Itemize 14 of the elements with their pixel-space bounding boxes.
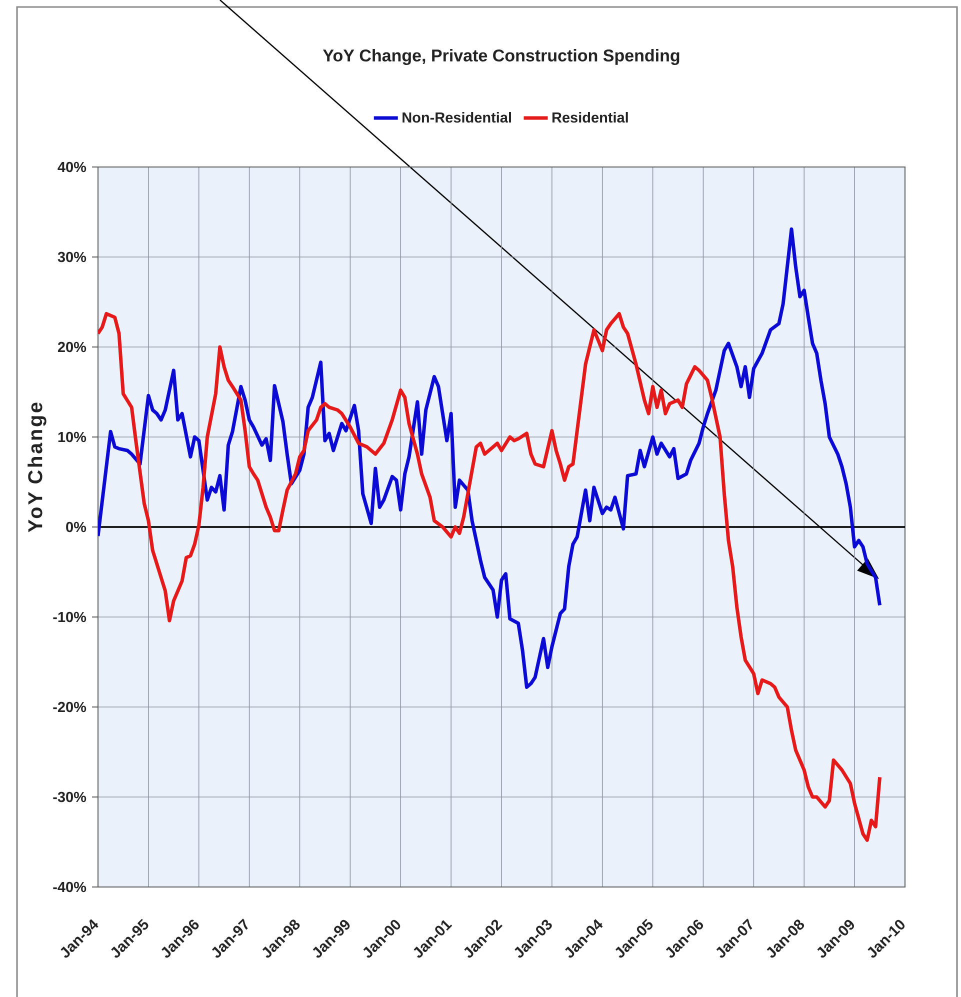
y-tick-label: 40%: [58, 162, 86, 172]
y-tick-label: -20%: [53, 702, 86, 712]
y-tick-label: -40%: [53, 882, 86, 892]
y-tick-label: 20%: [58, 342, 86, 352]
y-tick-label: 10%: [58, 432, 86, 442]
legend-label: Residential: [552, 112, 628, 123]
line-series: [98, 227, 882, 689]
legend-label: Non-Residential: [402, 112, 511, 123]
y-tick-label: -30%: [53, 792, 86, 802]
y-tick-label: -10%: [53, 612, 86, 622]
y-axis-title: YoY Change: [28, 402, 46, 532]
chart-title: YoY Change, Private Construction Spending: [322, 49, 680, 65]
y-tick-label: 0%: [66, 522, 86, 532]
y-tick-label: 30%: [58, 252, 86, 262]
